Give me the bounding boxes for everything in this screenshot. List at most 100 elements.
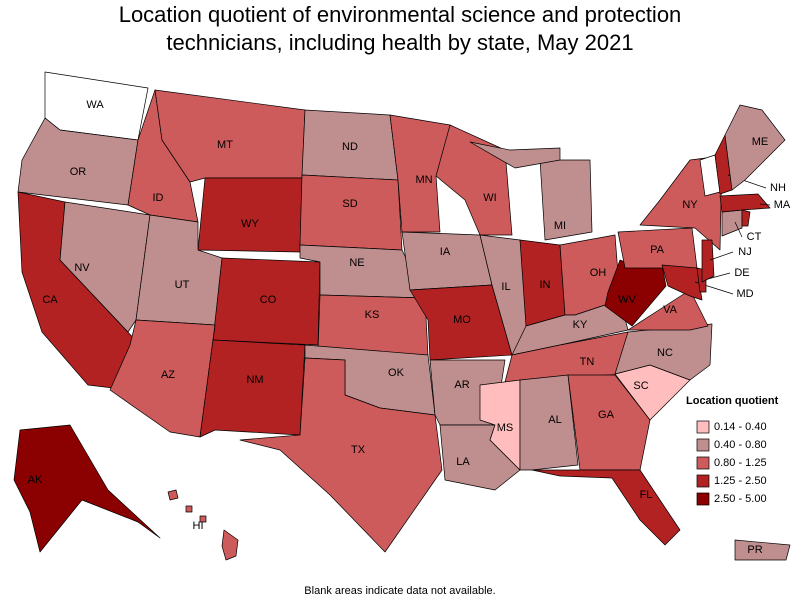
legend-label: 1.25 - 2.50 bbox=[714, 475, 767, 487]
state: AZ bbox=[109, 319, 216, 438]
legend-label: 0.80 - 1.25 bbox=[714, 457, 767, 469]
state-label: KY bbox=[573, 319, 588, 331]
state: TX bbox=[239, 357, 443, 553]
state-label: SD bbox=[342, 198, 357, 210]
legend-swatch bbox=[696, 474, 710, 488]
state bbox=[741, 209, 751, 227]
state: AK bbox=[13, 424, 161, 553]
state: PA bbox=[617, 227, 698, 269]
state-shape bbox=[167, 489, 179, 501]
state-shape bbox=[531, 469, 681, 546]
state-shape bbox=[239, 357, 443, 553]
state-shape bbox=[604, 259, 667, 327]
state-label: IA bbox=[440, 246, 451, 258]
state-shape bbox=[435, 124, 513, 236]
state-label: OR bbox=[70, 166, 87, 178]
state-label: CO bbox=[260, 294, 277, 306]
state-label: HI bbox=[193, 520, 204, 532]
state-shape bbox=[661, 264, 703, 301]
state-label: MA bbox=[774, 199, 791, 211]
state-shape bbox=[59, 201, 151, 333]
legend-swatch bbox=[696, 492, 710, 506]
state-label: NH bbox=[770, 182, 786, 194]
state-label: ME bbox=[752, 136, 769, 148]
state-label: WI bbox=[483, 192, 496, 204]
state-label: CT bbox=[747, 231, 762, 243]
state: UT bbox=[135, 214, 223, 326]
state: NC bbox=[614, 323, 713, 381]
state-label: MT bbox=[217, 139, 233, 151]
state-label: NM bbox=[246, 374, 263, 386]
state-shape bbox=[409, 284, 513, 361]
state-label: NC bbox=[657, 347, 673, 359]
state-label: PR bbox=[747, 544, 762, 556]
state-label: KS bbox=[365, 309, 380, 321]
state: FL bbox=[531, 469, 681, 546]
state: CO bbox=[212, 257, 321, 346]
legend-label: 2.50 - 5.00 bbox=[714, 493, 767, 505]
legend-swatch bbox=[696, 420, 710, 434]
state: ME bbox=[724, 104, 786, 191]
legend-title: Location quotient bbox=[686, 395, 779, 407]
state-shape bbox=[401, 231, 493, 291]
state-shape bbox=[539, 159, 593, 241]
state-label: IL bbox=[501, 281, 510, 293]
state-shape bbox=[724, 104, 786, 191]
state-label: NE bbox=[349, 257, 364, 269]
state-shape bbox=[734, 539, 791, 561]
state-label: MS bbox=[497, 422, 514, 434]
leader-line bbox=[709, 251, 734, 261]
state: KS bbox=[317, 294, 429, 356]
state-label: DE bbox=[734, 267, 749, 279]
state: AL bbox=[519, 374, 579, 471]
state-label: IN bbox=[540, 279, 551, 291]
state-label: GA bbox=[598, 409, 615, 421]
state-shape bbox=[627, 289, 709, 331]
state: IA bbox=[401, 231, 493, 291]
state-shape bbox=[13, 424, 161, 553]
state: MT bbox=[154, 89, 306, 183]
map-title: technicians, including health by state, … bbox=[166, 30, 633, 55]
state: WY bbox=[197, 177, 303, 253]
state-label: OH bbox=[590, 267, 607, 279]
state-label: NJ bbox=[738, 246, 751, 258]
state-label: CA bbox=[42, 294, 58, 306]
legend-label: 0.14 - 0.40 bbox=[714, 421, 767, 433]
state-shape bbox=[199, 515, 207, 523]
state: WI bbox=[435, 124, 513, 236]
state-shape bbox=[299, 174, 403, 251]
state-shape bbox=[741, 209, 751, 227]
legend-swatch bbox=[696, 456, 710, 470]
state-label: ID bbox=[153, 192, 164, 204]
state-shape bbox=[197, 177, 303, 253]
state-label: NV bbox=[74, 262, 90, 274]
state: IN bbox=[519, 239, 566, 327]
state-shape bbox=[719, 193, 771, 213]
state-label: AR bbox=[454, 379, 469, 391]
state-label: LA bbox=[456, 456, 470, 468]
state: SD bbox=[299, 174, 403, 251]
state-label: AZ bbox=[161, 369, 175, 381]
state-label: NY bbox=[682, 199, 698, 211]
state-label: VA bbox=[663, 304, 678, 316]
state: MI bbox=[469, 141, 593, 241]
state-label: MN bbox=[415, 174, 432, 186]
state-label: MO bbox=[453, 314, 471, 326]
state-label: ND bbox=[342, 141, 358, 153]
state: MO bbox=[409, 284, 513, 361]
state-label: WV bbox=[618, 294, 636, 306]
state-label: AK bbox=[28, 474, 43, 486]
state-label: AL bbox=[548, 414, 561, 426]
state: NV bbox=[59, 201, 151, 333]
state-label: WY bbox=[241, 218, 259, 230]
state-shape bbox=[519, 374, 579, 471]
state: HI bbox=[167, 489, 239, 561]
state-label: FL bbox=[640, 489, 653, 501]
state-shape bbox=[721, 209, 743, 237]
state: WV bbox=[604, 259, 667, 327]
state-label: PA bbox=[650, 244, 665, 256]
state-shape bbox=[317, 294, 429, 356]
state-shape bbox=[701, 239, 715, 283]
